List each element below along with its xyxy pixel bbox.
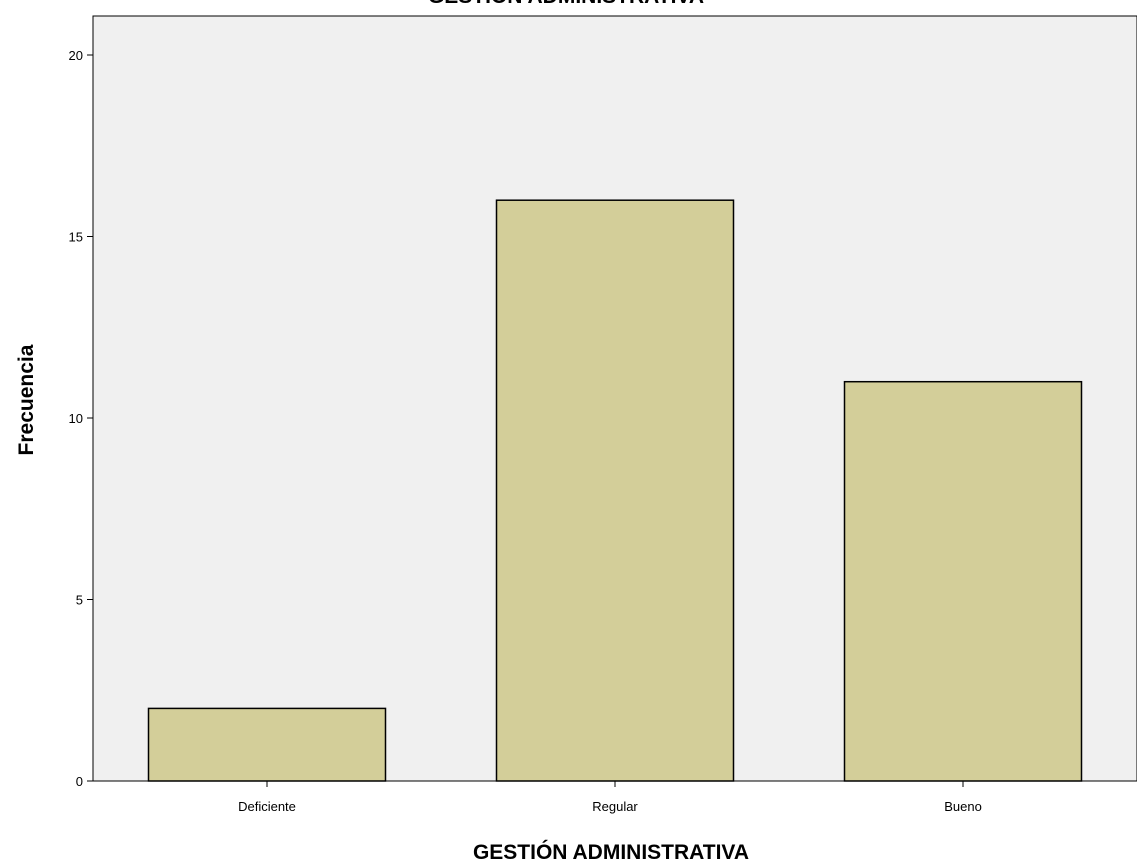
bar-regular bbox=[495, 199, 735, 782]
bars bbox=[147, 199, 1083, 782]
bar-bueno bbox=[843, 380, 1083, 782]
y-tick-label: 0 bbox=[76, 774, 83, 789]
y-tick-label: 20 bbox=[69, 48, 83, 63]
y-tick-label: 15 bbox=[69, 230, 83, 245]
x-tick-label: Regular bbox=[592, 799, 638, 814]
bar-deficiente bbox=[147, 707, 387, 782]
x-axis-title: GESTIÓN ADMINISTRATIVA bbox=[473, 840, 749, 864]
y-tick-label: 5 bbox=[76, 593, 83, 608]
x-axis: Deficiente Regular Bueno bbox=[238, 781, 982, 814]
y-axis-title: Frecuencia bbox=[15, 344, 38, 455]
x-tick-label: Deficiente bbox=[238, 799, 296, 814]
chart-title: GESTIÓN ADMINISTRATIVA bbox=[428, 0, 704, 8]
y-axis: 0 5 10 15 20 bbox=[69, 48, 93, 789]
y-tick-label: 10 bbox=[69, 411, 83, 426]
x-tick-label: Bueno bbox=[944, 799, 982, 814]
